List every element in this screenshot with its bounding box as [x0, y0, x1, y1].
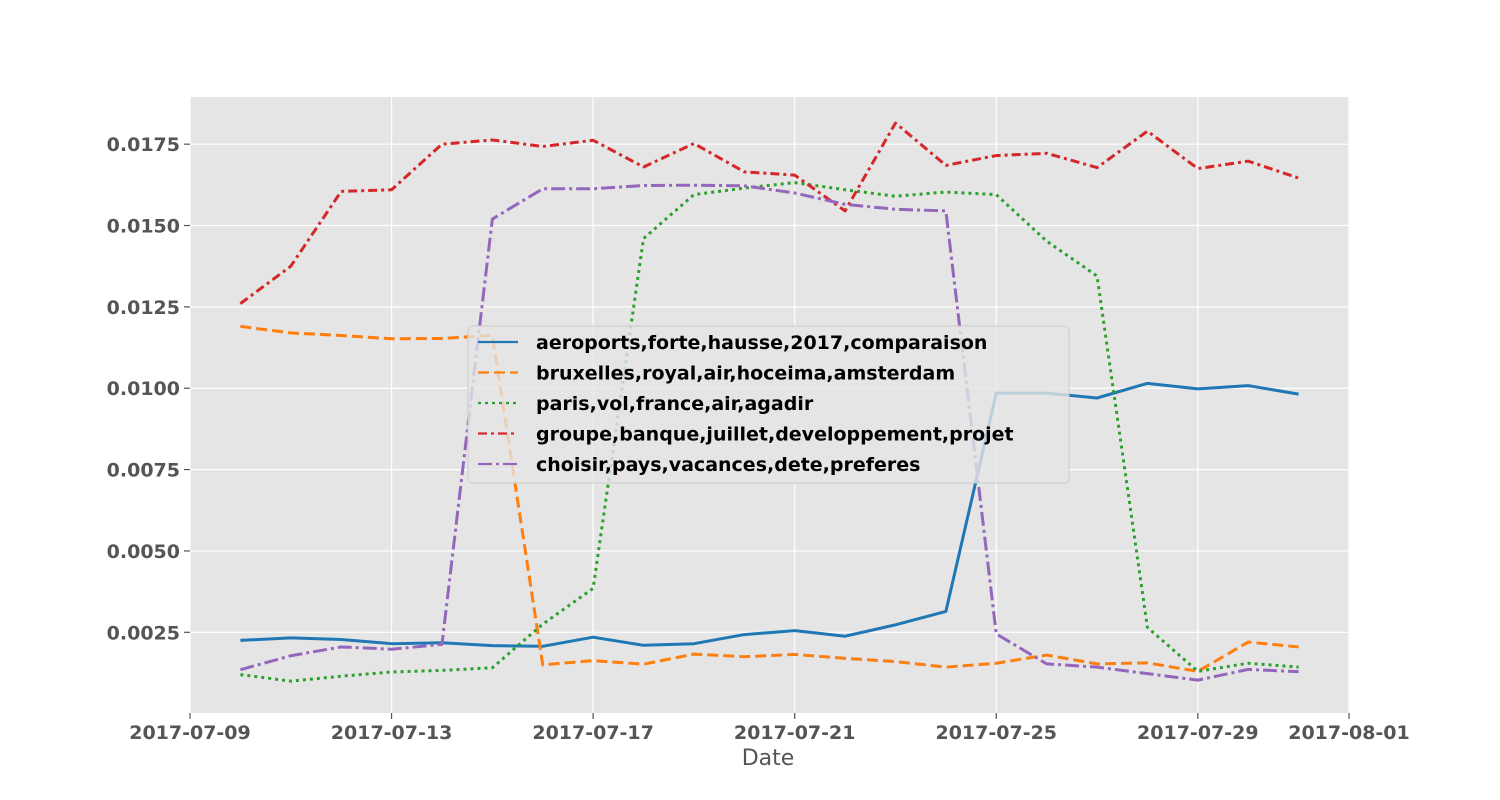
legend-label-5: choisir,pays,vacances,dete,preferes: [536, 454, 920, 476]
legend: aeroports,forte,hausse,2017,comparaison b…: [467, 325, 1070, 484]
y-tick-label: 0.0125: [107, 297, 180, 319]
y-tick-label: 0.0075: [107, 460, 180, 482]
series-line-2: [240, 324, 1299, 673]
y-tick-label: 0.0100: [107, 378, 180, 400]
legend-label-1: aeroports,forte,hausse,2017,comparaison: [536, 332, 987, 354]
series-line-5: [239, 183, 1299, 682]
x-axis: 2017-07-09 2017-07-13 2017-07-17 2017-07-21…: [129, 713, 1410, 744]
x-tick-label: 2017-07-13: [331, 722, 453, 744]
y-axis: 0.0025 0.0050 0.0075 0.0100 0.0125 0.0150 0.01…: [107, 134, 190, 644]
series-line-3: [240, 181, 1299, 683]
y-tick-label: 0.0025: [107, 622, 180, 644]
x-tick-label: 2017-07-25: [935, 722, 1057, 744]
x-axis-title: Date: [742, 746, 795, 771]
y-tick-label: 0.0175: [107, 134, 180, 156]
x-tick-label: 2017-07-17: [532, 722, 654, 744]
legend-label-4: groupe,banque,juillet,developpement,proj…: [536, 424, 1014, 446]
x-tick-label: 2017-08-01: [1288, 722, 1410, 744]
legend-label-3: paris,vol,france,air,agadir: [536, 393, 814, 415]
x-tick-label: 2017-07-09: [129, 722, 251, 744]
series-lines: [239, 121, 1300, 683]
legend-box: [467, 325, 1070, 484]
y-tick-label: 0.0150: [107, 216, 180, 238]
legend-label-2: bruxelles,royal,air,hoceima,amsterdam: [536, 363, 955, 385]
y-tick-label: 0.0050: [107, 541, 180, 563]
x-tick-label: 2017-07-29: [1137, 722, 1259, 744]
x-tick-label: 2017-07-21: [734, 722, 856, 744]
series-line-1: [240, 381, 1299, 648]
